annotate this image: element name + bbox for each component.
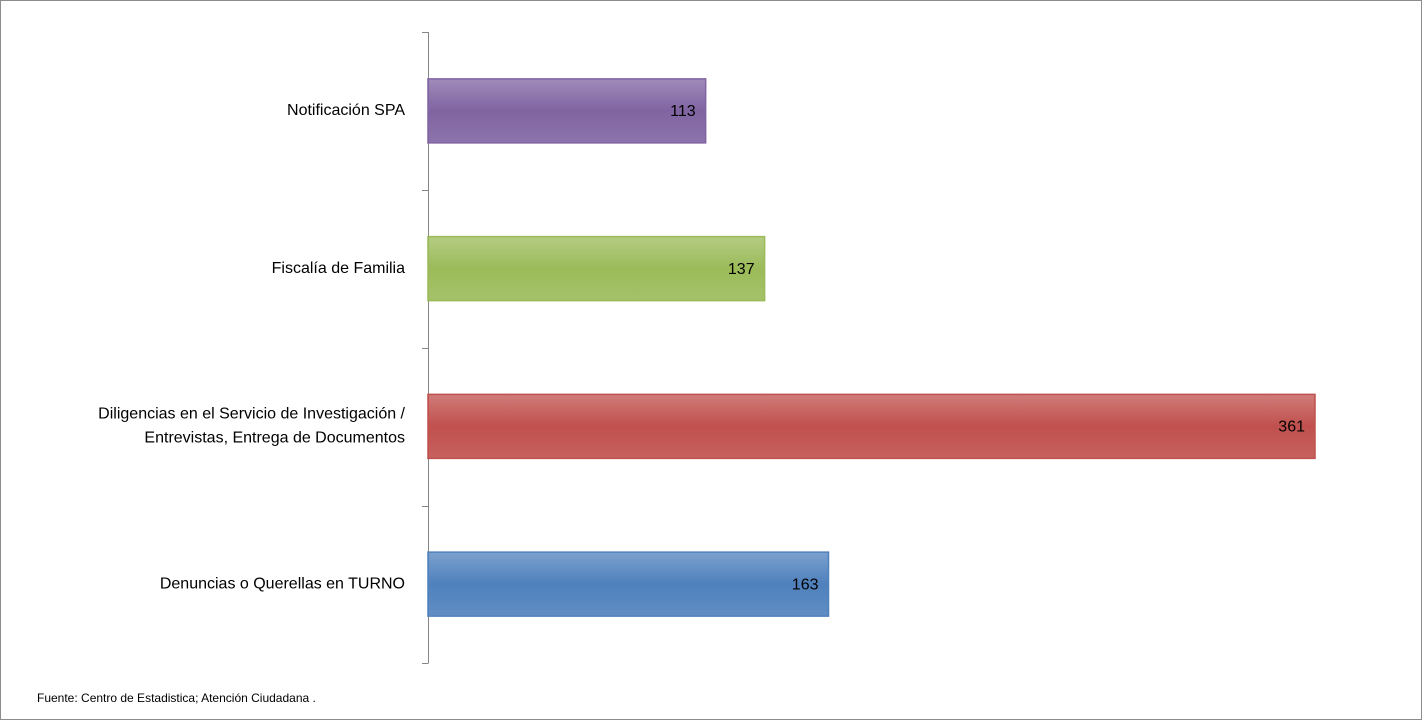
bar: [427, 235, 766, 302]
value-label: 163: [792, 576, 819, 593]
category-label: Diligencias en el Servicio de Investigac…: [98, 406, 405, 447]
source-note: Fuente: Centro de Estadistica; Atención …: [37, 691, 316, 705]
value-label: 113: [670, 103, 696, 120]
bar: [427, 551, 830, 617]
value-label: 361: [1278, 419, 1305, 436]
bar: [427, 393, 1316, 460]
category-label: Fiscalía de Familia: [272, 260, 405, 277]
bar: [427, 78, 707, 144]
value-label: 137: [728, 261, 755, 278]
category-label: Denuncias o Querellas en TURNO: [160, 575, 405, 592]
category-label: Notificación SPA: [287, 102, 405, 119]
